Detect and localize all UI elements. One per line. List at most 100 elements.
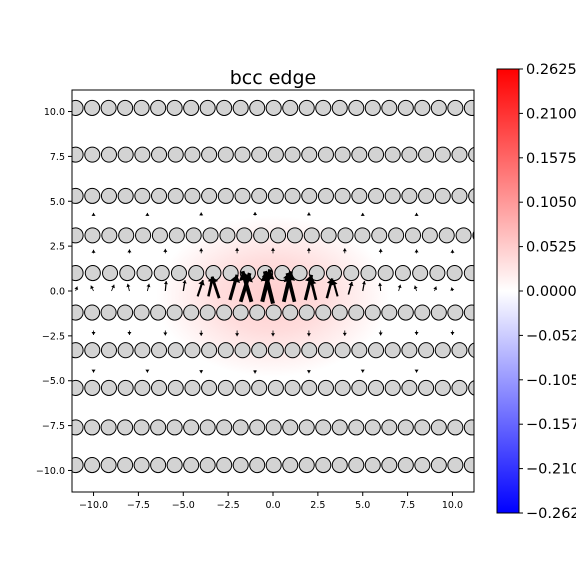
- displacement-arrow: [163, 281, 168, 292]
- displacement-arrow: [91, 249, 96, 254]
- atom: [119, 265, 136, 282]
- atom: [317, 146, 334, 163]
- colorbar-tick-label: 0.0525: [526, 240, 576, 256]
- atom: [84, 187, 101, 204]
- atom: [117, 187, 134, 204]
- atom: [216, 457, 233, 474]
- atom: [434, 342, 451, 359]
- atom: [184, 379, 201, 396]
- atom: [447, 304, 464, 321]
- atom: [351, 342, 368, 359]
- atom: [367, 342, 385, 359]
- atom: [468, 380, 474, 396]
- atom: [418, 379, 435, 396]
- atom: [251, 187, 268, 204]
- displacement-arrow: [433, 286, 438, 292]
- atom: [351, 379, 368, 396]
- atom: [348, 304, 365, 321]
- atom: [236, 227, 253, 244]
- atom: [166, 304, 183, 321]
- atom: [414, 99, 431, 116]
- atom: [397, 304, 414, 321]
- atom: [72, 265, 84, 282]
- atom: [84, 146, 101, 163]
- atom: [100, 99, 117, 116]
- displacement-arrow: [307, 278, 318, 301]
- atom: [434, 146, 451, 163]
- atom: [367, 146, 385, 163]
- atom: [201, 146, 218, 163]
- y-tick-label: 7.5: [50, 152, 65, 163]
- atom: [183, 304, 200, 321]
- atom: [343, 265, 360, 282]
- atom: [133, 99, 150, 116]
- atom: [151, 379, 168, 396]
- atom: [348, 419, 365, 436]
- colorbar: 0.2625 0.2100 0.1575 0.1050 0.0525 0.0000 −0.0…: [496, 62, 576, 522]
- atom: [267, 342, 284, 359]
- atom: [267, 187, 284, 204]
- atom: [167, 342, 184, 359]
- displacement-arrow: [414, 249, 419, 254]
- atom: [153, 265, 170, 282]
- atom: [430, 304, 447, 321]
- atom: [325, 265, 343, 282]
- displacement-arrow: [450, 287, 455, 292]
- x-tick-label: 7.5: [400, 500, 415, 511]
- displacement-arrow: [378, 282, 383, 292]
- atom: [317, 187, 334, 204]
- atom: [282, 304, 299, 321]
- atom: [188, 265, 205, 282]
- atom: [364, 457, 381, 474]
- atom: [397, 419, 414, 436]
- atom: [151, 227, 168, 244]
- atom: [151, 187, 168, 204]
- atom: [84, 99, 101, 116]
- atom: [447, 99, 464, 116]
- displacement-arrow: [111, 284, 115, 292]
- displacement-arrow: [283, 272, 297, 303]
- atom: [102, 265, 119, 282]
- displacement-arrow: [238, 270, 254, 303]
- atom: [234, 342, 251, 359]
- y-tick-label: 5.0: [50, 197, 65, 208]
- colorbar-tick-label: −0.1575: [526, 417, 576, 433]
- x-tick-label: 0.0: [265, 500, 280, 511]
- atom: [167, 187, 184, 204]
- atom: [234, 146, 251, 163]
- atom: [135, 227, 152, 244]
- atom: [199, 419, 216, 436]
- atom: [72, 342, 84, 359]
- displacement-arrow: [378, 248, 383, 254]
- displacement-arrow: [378, 330, 383, 336]
- displacement-arrow: [253, 212, 258, 216]
- atom: [166, 99, 183, 116]
- colorbar-tick-label: −0.2100: [526, 462, 576, 478]
- atom: [166, 457, 183, 474]
- atom: [217, 342, 234, 359]
- atom: [72, 227, 84, 244]
- atom: [367, 187, 385, 204]
- atom: [381, 99, 398, 116]
- atom: [253, 227, 270, 244]
- atom: [170, 265, 187, 282]
- atom: [463, 265, 474, 282]
- atom: [298, 99, 315, 116]
- atom: [84, 227, 101, 244]
- atom: [184, 342, 201, 359]
- atom: [381, 457, 398, 474]
- atom: [117, 99, 134, 116]
- displacement-arrow: [182, 280, 187, 292]
- atom: [217, 379, 234, 396]
- atom: [284, 187, 301, 204]
- x-tick-label: −10.0: [79, 500, 108, 511]
- atom: [134, 146, 151, 163]
- atom: [72, 187, 84, 204]
- atom: [265, 457, 282, 474]
- atom: [331, 457, 348, 474]
- atom: [117, 304, 134, 321]
- atom: [269, 227, 287, 244]
- atom: [418, 342, 435, 359]
- atom: [265, 99, 282, 116]
